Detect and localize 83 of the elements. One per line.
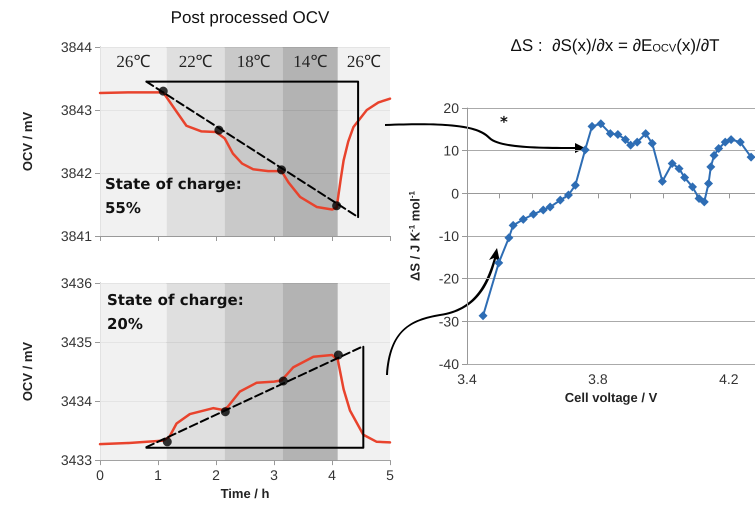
chart-title: ΔS : ∂S(x)/∂x = ∂EOCV(x)/∂T [510,36,720,55]
y-tick-label: 3433 [60,452,92,468]
band-label: 26℃ [116,52,150,71]
y-tick-label: -40 [438,356,460,372]
point [668,158,677,168]
x-tick-label: 5 [386,467,394,484]
y-tick-label: 3435 [60,334,92,350]
y-tick-label: 10 [443,142,460,159]
point [334,350,343,360]
point [632,138,642,147]
point [494,258,504,268]
band-label: 22℃ [178,52,213,71]
point [570,180,580,190]
point [508,220,518,230]
point [613,130,622,139]
x-axis-title: Cell voltage / V [564,390,658,405]
point [606,129,615,138]
band-label: 14℃ [293,52,328,71]
point [674,164,684,174]
point [596,119,606,128]
chart-title: Post processed OCV [170,8,330,27]
point [556,196,565,205]
y-axis-title: OCV / mV [20,342,35,402]
x-tick-label: 3.8 [588,371,608,387]
point [704,179,714,188]
point [710,150,719,160]
point [588,122,597,131]
point [746,152,755,162]
point [518,214,528,224]
point [726,135,736,144]
point [700,197,709,206]
x-axis-title: Time / h [220,486,270,501]
y-tick-label: 3841 [60,228,92,244]
point [658,176,667,186]
point [538,205,548,214]
point [720,138,730,147]
y-tick-label: -30 [438,313,460,330]
band-label: 26℃ [346,52,381,71]
point [648,138,657,148]
y-tick-label: 3434 [60,393,92,410]
point [694,194,704,203]
point [714,144,724,154]
point [504,233,514,242]
point [528,210,538,219]
x-tick-label: 0 [96,467,104,484]
point [332,201,342,210]
x-tick-label: 4.2 [719,371,739,387]
y-tick-label: -20 [438,270,460,287]
point [478,311,488,320]
x-tick-label: 4 [328,467,336,484]
y-axis-title: OCV / mV [20,112,35,172]
point [641,129,650,138]
annotation: State of charge: 55% [105,175,242,217]
y-tick-label: 20 [443,100,460,116]
point [620,135,630,144]
point [580,145,590,154]
y-tick-label: 3842 [60,165,92,181]
y-tick-label: 3436 [60,275,92,291]
point [626,140,636,150]
point [214,126,224,135]
y-tick-label: 3843 [60,102,92,118]
annotation: * [500,113,508,131]
point [278,376,288,386]
point [564,190,573,200]
x-tick-label: 2 [212,467,220,484]
band-label: 18℃ [236,52,271,71]
point [736,138,745,147]
annotation: State of charge: 20% [107,291,244,333]
x-tick-label: 3 [270,467,278,484]
point [546,202,555,212]
x-tick-label: 1 [154,467,162,484]
point [162,437,172,446]
point [680,173,690,182]
y-axis-title: ΔS / J K-1 mol-1 [408,190,422,282]
y-tick-label: -10 [438,228,460,244]
y-tick-label: 0 [451,185,460,202]
point [688,182,697,192]
y-tick-label: 3844 [60,39,92,55]
point [277,165,286,174]
point [220,407,230,416]
point [158,86,168,96]
x-tick-label: 3.4 [457,371,477,387]
point [706,162,716,172]
